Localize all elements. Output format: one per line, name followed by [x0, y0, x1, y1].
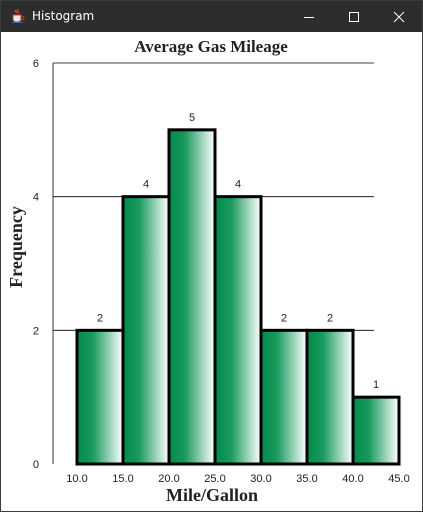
histogram-chart: Average Gas Mileage Frequency Mile/Gallo… — [6, 37, 410, 505]
histogram-bar — [75, 328, 125, 466]
x-tick-label: 35.0 — [296, 473, 317, 485]
y-tick-label: 0 — [33, 459, 39, 471]
y-tick-labels: 0 2 4 6 — [33, 58, 39, 471]
x-axis-label: Mile/Gallon — [166, 485, 258, 505]
bar-value-label: 1 — [373, 379, 379, 391]
histogram-bar — [213, 195, 263, 466]
bar-value-label: 2 — [327, 312, 333, 324]
y-axis-label: Frequency — [6, 206, 26, 288]
histogram-bar — [351, 395, 401, 466]
x-tick-label: 25.0 — [204, 473, 225, 485]
maximize-button[interactable] — [331, 1, 377, 32]
x-tick-labels: 10.0 15.0 20.0 25.0 30.0 35.0 40.0 45.0 — [66, 473, 409, 485]
bar-value-label: 4 — [235, 179, 241, 191]
histogram-bar — [167, 128, 217, 466]
histogram-bar — [121, 195, 171, 466]
close-button[interactable] — [376, 1, 422, 32]
maximize-icon — [349, 11, 359, 22]
y-tick-label: 2 — [33, 325, 39, 337]
title-bar[interactable]: Histogram — [1, 1, 422, 32]
x-tick-label: 20.0 — [158, 473, 179, 485]
bar-value-label: 4 — [143, 179, 149, 191]
bar-value-label: 2 — [97, 312, 103, 324]
minimize-icon — [304, 16, 314, 18]
y-tick-label: 6 — [33, 58, 39, 70]
histogram-bar — [259, 328, 309, 466]
x-tick-label: 30.0 — [250, 473, 271, 485]
bar-value-label: 5 — [189, 112, 195, 124]
x-tick-label: 45.0 — [388, 473, 409, 485]
java-cup-icon — [12, 8, 25, 23]
y-tick-label: 4 — [33, 192, 39, 204]
x-tick-label: 15.0 — [112, 473, 133, 485]
x-tick-label: 40.0 — [342, 473, 363, 485]
chart-title: Average Gas Mileage — [134, 37, 288, 56]
histogram-bar — [305, 328, 355, 466]
close-icon — [393, 11, 405, 22]
bar-value-label: 2 — [281, 312, 287, 324]
bars — [75, 128, 401, 466]
x-tick-label: 10.0 — [66, 473, 87, 485]
data-labels: 2 4 5 4 2 2 1 — [97, 112, 379, 391]
window-title: Histogram — [32, 9, 95, 23]
chart-panel: Average Gas Mileage Frequency Mile/Gallo… — [1, 32, 422, 511]
minimize-button[interactable] — [286, 1, 332, 32]
